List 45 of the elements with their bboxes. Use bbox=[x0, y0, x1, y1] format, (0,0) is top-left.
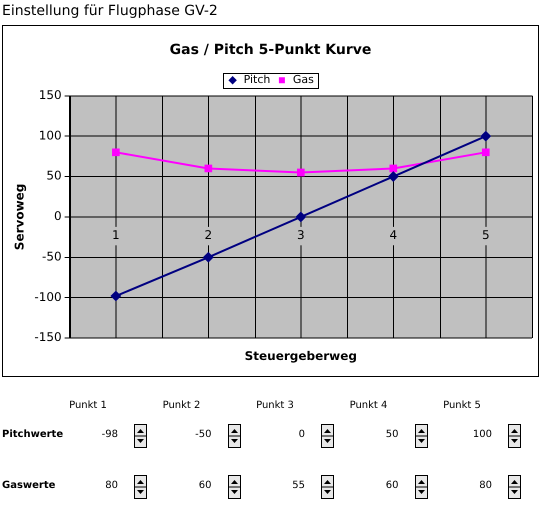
point bbox=[204, 164, 212, 172]
y-tick-label: -50 bbox=[42, 249, 62, 264]
text: Pitchwerte bbox=[2, 429, 64, 440]
text: Punkt 4 bbox=[348, 400, 388, 411]
y-tick-label: -100 bbox=[34, 290, 62, 304]
data-label: -98 bbox=[100, 429, 118, 440]
legend-label: Gas bbox=[292, 73, 314, 86]
x-tick-label: 5 bbox=[482, 228, 490, 242]
text: Punkt 5 bbox=[442, 400, 482, 411]
y-tick-label: -150 bbox=[34, 330, 62, 344]
data-label: 60 bbox=[198, 480, 212, 491]
data-label: 80 bbox=[478, 480, 492, 491]
x-axis-title: Steuergeberweg bbox=[244, 349, 357, 364]
data-label: 0 bbox=[298, 429, 305, 440]
y-tick-label: 150 bbox=[38, 88, 62, 102]
x-tick-label: 1 bbox=[112, 228, 120, 242]
text: Gaswerte bbox=[2, 480, 56, 491]
point bbox=[110, 291, 121, 302]
data-label: 50 bbox=[384, 429, 398, 440]
y-axis-title: Servoweg bbox=[12, 184, 26, 250]
point bbox=[480, 131, 491, 142]
x-tick-label: 3 bbox=[296, 228, 305, 242]
data-label: 100 bbox=[472, 429, 492, 440]
chart-subtitle: Einstellung für Flugphase GV-2 bbox=[2, 3, 218, 19]
x-tick-label: 4 bbox=[389, 228, 398, 242]
text: Punkt 3 bbox=[255, 400, 295, 411]
point bbox=[203, 252, 214, 262]
point bbox=[112, 148, 120, 156]
y-tick-label: 100 bbox=[38, 128, 62, 142]
point bbox=[388, 172, 398, 182]
y-tick-label: 0 bbox=[54, 209, 62, 224]
legend-label: Pitch bbox=[244, 73, 270, 86]
data-label: 80 bbox=[104, 480, 118, 491]
data-label: 60 bbox=[384, 480, 398, 491]
point bbox=[482, 148, 490, 156]
x-tick-label: 2 bbox=[204, 228, 212, 242]
point bbox=[296, 212, 306, 222]
text: Punkt 2 bbox=[162, 400, 202, 411]
chart-title: Gas / Pitch 5-Punkt Kurve bbox=[170, 42, 372, 58]
data-label: -50 bbox=[194, 429, 212, 440]
text: Punkt 1 bbox=[68, 400, 108, 411]
point bbox=[389, 164, 398, 172]
y-tick-label: 50 bbox=[46, 168, 62, 183]
point bbox=[296, 168, 305, 176]
data-label: 55 bbox=[291, 480, 305, 491]
